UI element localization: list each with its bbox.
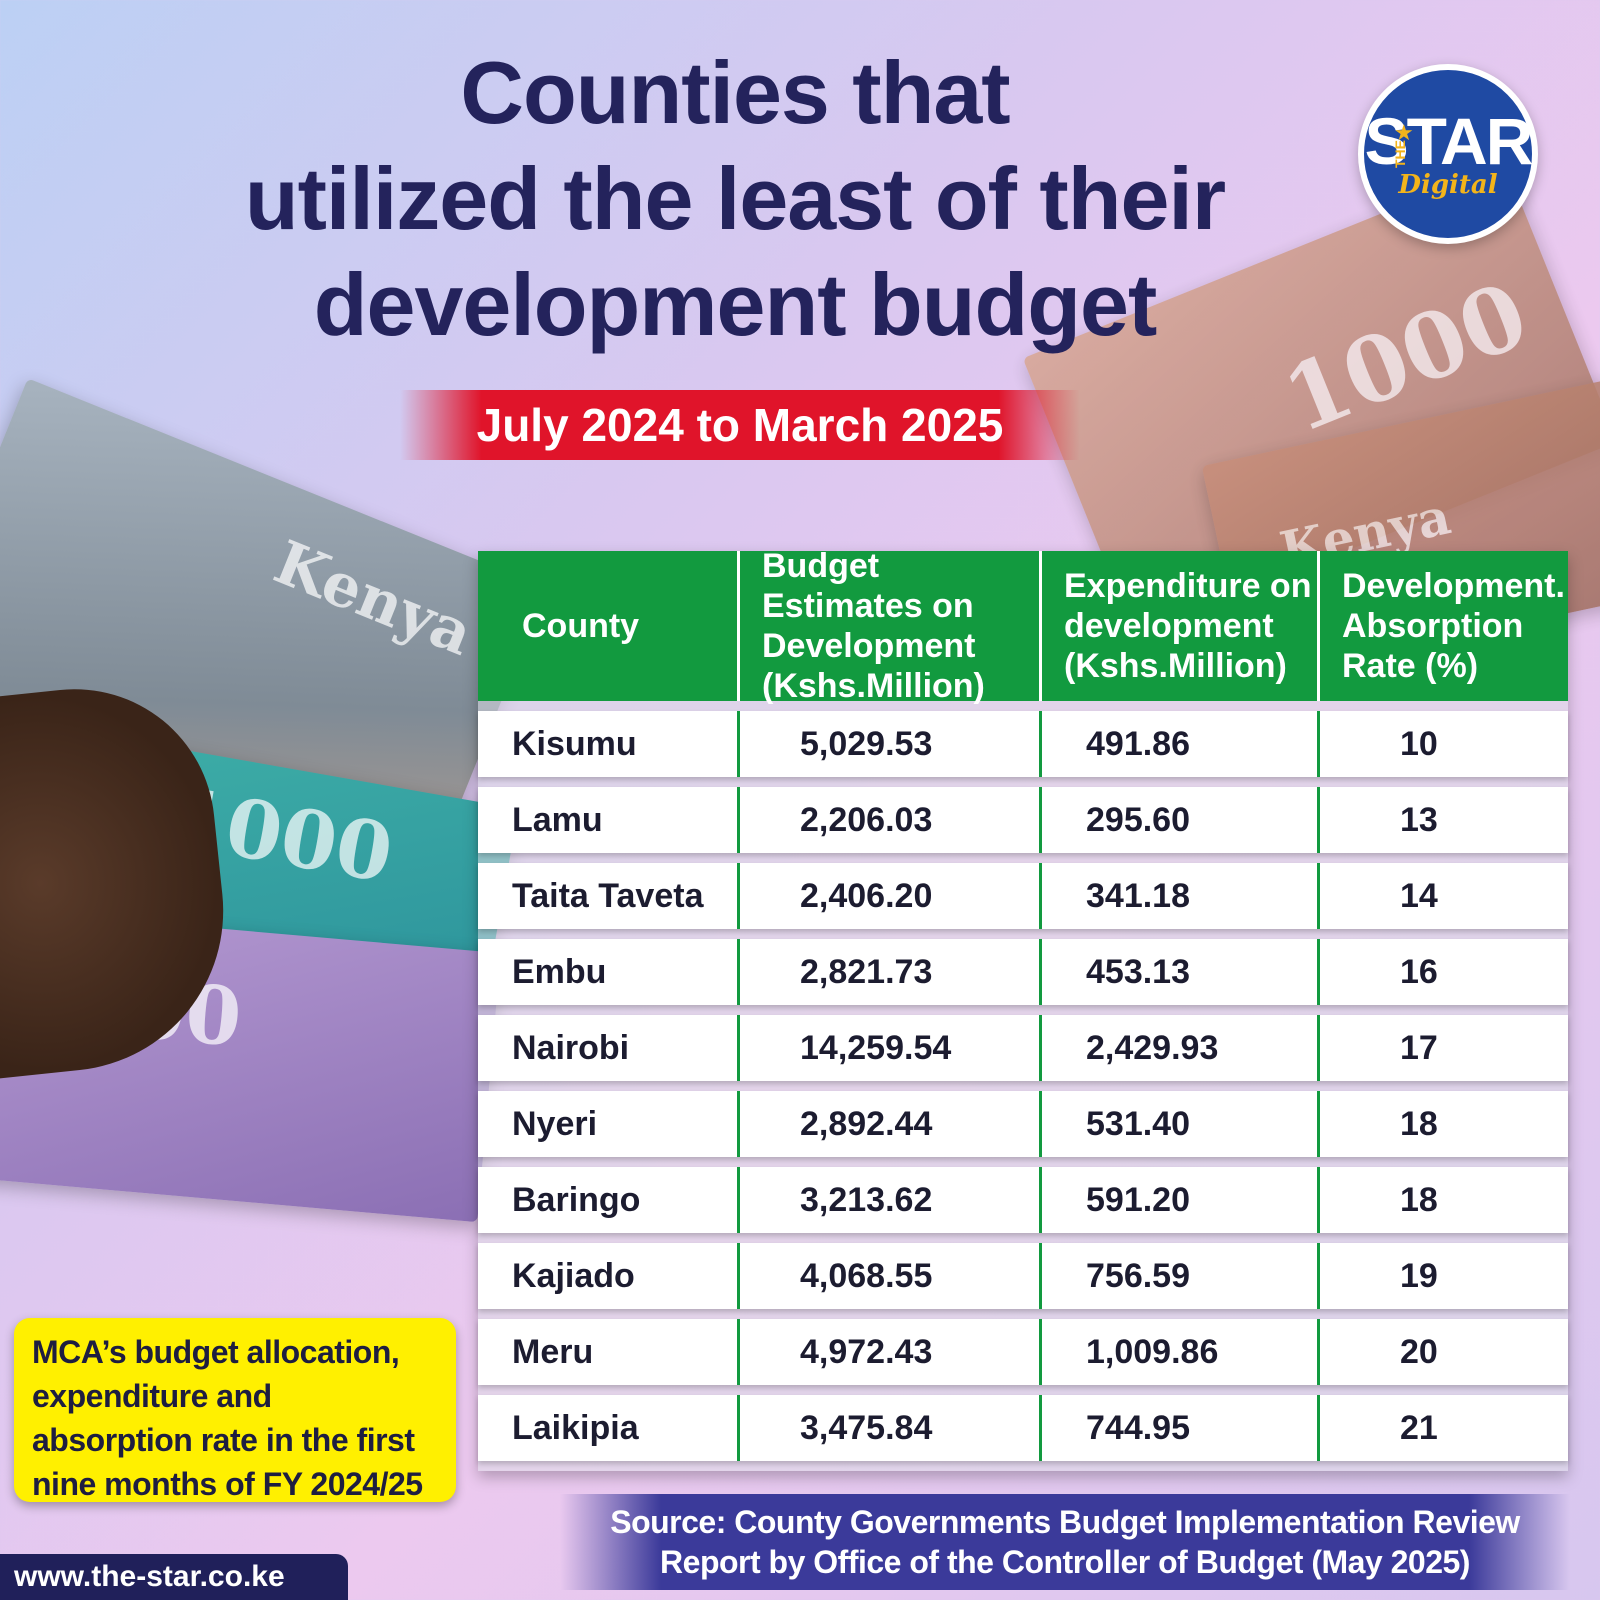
table-row: Kisumu 5,029.53 491.86 10 (478, 711, 1568, 777)
cell-rate: 17 (1400, 1028, 1438, 1067)
cell-expenditure: 295.60 (1042, 787, 1320, 853)
logo-the-text: THE (1392, 140, 1408, 168)
cell-expenditure: 531.40 (1042, 1091, 1320, 1157)
cell-county: Nairobi (478, 1015, 740, 1081)
cell-rate: 14 (1400, 876, 1438, 915)
star-icon: ★ (1394, 120, 1414, 145)
header-budget: Budget Estimates on Development (Kshs.Mi… (740, 547, 1042, 705)
cell-budget: 14,259.54 (740, 1015, 1042, 1081)
cell-expenditure: 341.18 (1042, 863, 1320, 929)
cell-county: Laikipia (478, 1395, 740, 1461)
cell-rate: 16 (1400, 952, 1438, 991)
cell-expenditure: 744.95 (1042, 1395, 1320, 1461)
cell-rate: 18 (1400, 1104, 1438, 1143)
cell-county: Taita Taveta (478, 863, 740, 929)
source-credit: Source: County Governments Budget Implem… (560, 1494, 1570, 1590)
title-line: development budget (313, 255, 1158, 354)
table-body: Kisumu 5,029.53 491.86 10 Lamu 2,206.03 … (478, 711, 1568, 1471)
description-note: MCA’s budget allocation, expenditure and… (14, 1318, 456, 1502)
cell-county: Kajiado (478, 1243, 740, 1309)
cell-county: Meru (478, 1319, 740, 1385)
cell-expenditure: 591.20 (1042, 1167, 1320, 1233)
cell-budget: 4,972.43 (740, 1319, 1042, 1385)
table-row: Embu 2,821.73 453.13 16 (478, 939, 1568, 1005)
table-row: Nairobi 14,259.54 2,429.93 17 (478, 1015, 1568, 1081)
table-row: Kajiado 4,068.55 756.59 19 (478, 1243, 1568, 1309)
date-range-banner: July 2024 to March 2025 (400, 390, 1080, 460)
cell-county: Lamu (478, 787, 740, 853)
cell-budget: 2,892.44 (740, 1091, 1042, 1157)
cell-expenditure: 2,429.93 (1042, 1015, 1320, 1081)
title-line: Counties that (460, 43, 1010, 142)
the-star-logo: ★ THE STAR Digital (1358, 64, 1538, 244)
header-rate: Development. Absorption Rate (%) (1342, 567, 1565, 685)
cell-rate: 18 (1400, 1180, 1438, 1219)
table-row: Laikipia 3,475.84 744.95 21 (478, 1395, 1568, 1461)
website-url: www.the-star.co.ke (0, 1554, 348, 1600)
cell-budget: 2,406.20 (740, 863, 1042, 929)
header-county: County (478, 551, 740, 701)
cell-county: Kisumu (478, 711, 740, 777)
cell-rate: 20 (1400, 1332, 1438, 1371)
cell-budget: 4,068.55 (740, 1243, 1042, 1309)
cell-budget: 3,213.62 (740, 1167, 1042, 1233)
table-header: County Budget Estimates on Development (… (478, 547, 1568, 705)
cell-budget: 2,206.03 (740, 787, 1042, 853)
cell-rate: 13 (1400, 800, 1438, 839)
page-title: Counties that utilized the least of thei… (170, 40, 1300, 358)
header-expenditure: Expenditure on development (Kshs.Million… (1042, 551, 1320, 701)
cell-budget: 2,821.73 (740, 939, 1042, 1005)
cell-county: Nyeri (478, 1091, 740, 1157)
budget-table: County Budget Estimates on Development (… (478, 547, 1568, 1471)
cell-expenditure: 1,009.86 (1042, 1319, 1320, 1385)
table-row: Meru 4,972.43 1,009.86 20 (478, 1319, 1568, 1385)
cell-county: Embu (478, 939, 740, 1005)
cell-expenditure: 756.59 (1042, 1243, 1320, 1309)
cell-budget: 3,475.84 (740, 1395, 1042, 1461)
banknote-country: Kenya (264, 527, 483, 670)
title-line: utilized the least of their (244, 149, 1226, 248)
cell-rate: 10 (1400, 724, 1438, 763)
logo-digital-text: Digital (1398, 170, 1498, 200)
cell-county: Baringo (478, 1167, 740, 1233)
cell-budget: 5,029.53 (740, 711, 1042, 777)
cell-expenditure: 491.86 (1042, 711, 1320, 777)
cell-rate: 21 (1400, 1408, 1438, 1447)
table-row: Nyeri 2,892.44 531.40 18 (478, 1091, 1568, 1157)
source-line: Report by Office of the Controller of Bu… (660, 1544, 1470, 1580)
table-row: Lamu 2,206.03 295.60 13 (478, 787, 1568, 853)
logo-star-text: STAR (1364, 104, 1534, 178)
table-row: Baringo 3,213.62 591.20 18 (478, 1167, 1568, 1233)
cell-expenditure: 453.13 (1042, 939, 1320, 1005)
cell-rate: 19 (1400, 1256, 1438, 1295)
table-row: Taita Taveta 2,406.20 341.18 14 (478, 863, 1568, 929)
source-line: Source: County Governments Budget Implem… (610, 1504, 1520, 1540)
